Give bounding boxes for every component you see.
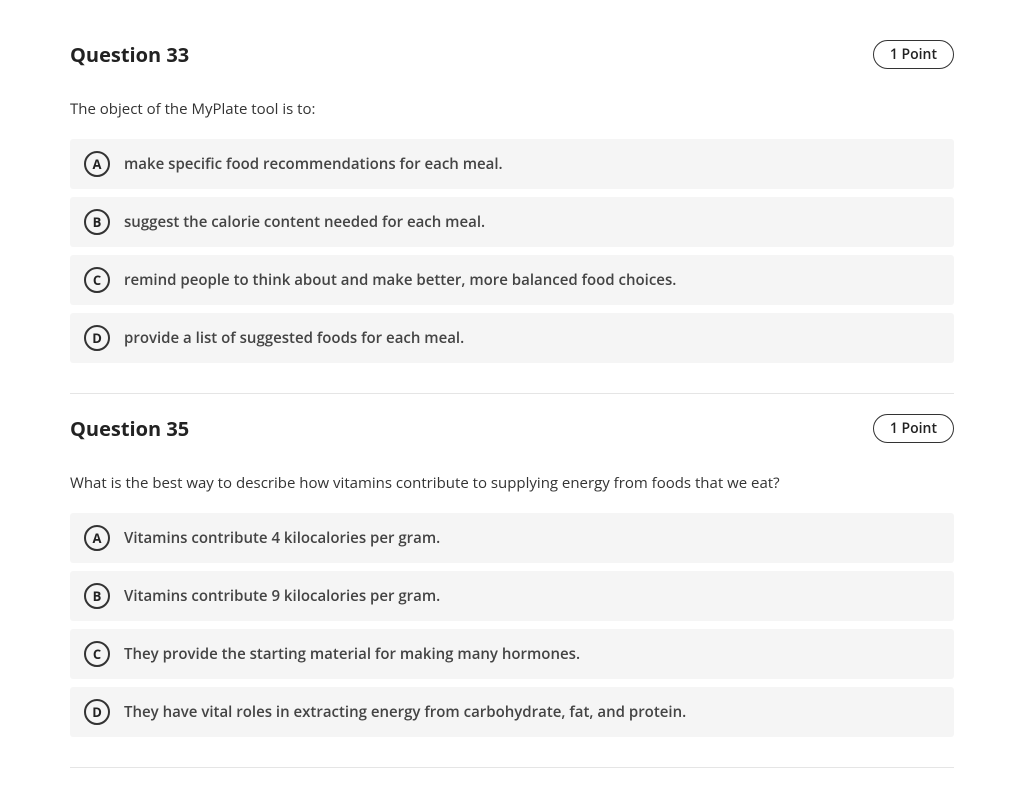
choice-letter: D [84,325,110,351]
choice-letter: C [84,267,110,293]
question-header: Question 35 1 Point [70,414,954,443]
question-title: Question 35 [70,415,189,442]
choice-text: Vitamins contribute 4 kilocalories per g… [124,528,440,548]
choice-option[interactable]: B suggest the calorie content needed for… [70,197,954,247]
choice-text: They provide the starting material for m… [124,644,580,664]
quiz-page: Question 33 1 Point The object of the My… [0,20,1024,768]
choice-option[interactable]: D They have vital roles in extracting en… [70,687,954,737]
question-block: Question 33 1 Point The object of the My… [70,20,954,394]
choice-option[interactable]: A Vitamins contribute 4 kilocalories per… [70,513,954,563]
question-prompt: The object of the MyPlate tool is to: [70,99,954,119]
question-prompt: What is the best way to describe how vit… [70,473,954,493]
choice-text: remind people to think about and make be… [124,270,676,290]
choice-letter: A [84,525,110,551]
choice-text: Vitamins contribute 9 kilocalories per g… [124,586,440,606]
choice-letter: A [84,151,110,177]
question-block: Question 35 1 Point What is the best way… [70,394,954,768]
choice-option[interactable]: B Vitamins contribute 9 kilocalories per… [70,571,954,621]
question-title: Question 33 [70,41,189,68]
choice-text: suggest the calorie content needed for e… [124,212,485,232]
choice-list: A make specific food recommendations for… [70,139,954,363]
choice-text: They have vital roles in extracting ener… [124,702,686,722]
choice-letter: B [84,209,110,235]
choice-list: A Vitamins contribute 4 kilocalories per… [70,513,954,737]
choice-option[interactable]: D provide a list of suggested foods for … [70,313,954,363]
choice-text: provide a list of suggested foods for ea… [124,328,464,348]
points-badge: 1 Point [873,40,954,69]
choice-option[interactable]: C They provide the starting material for… [70,629,954,679]
choice-letter: D [84,699,110,725]
choice-option[interactable]: A make specific food recommendations for… [70,139,954,189]
choice-letter: C [84,641,110,667]
choice-option[interactable]: C remind people to think about and make … [70,255,954,305]
choice-text: make specific food recommendations for e… [124,154,503,174]
question-header: Question 33 1 Point [70,40,954,69]
points-badge: 1 Point [873,414,954,443]
choice-letter: B [84,583,110,609]
